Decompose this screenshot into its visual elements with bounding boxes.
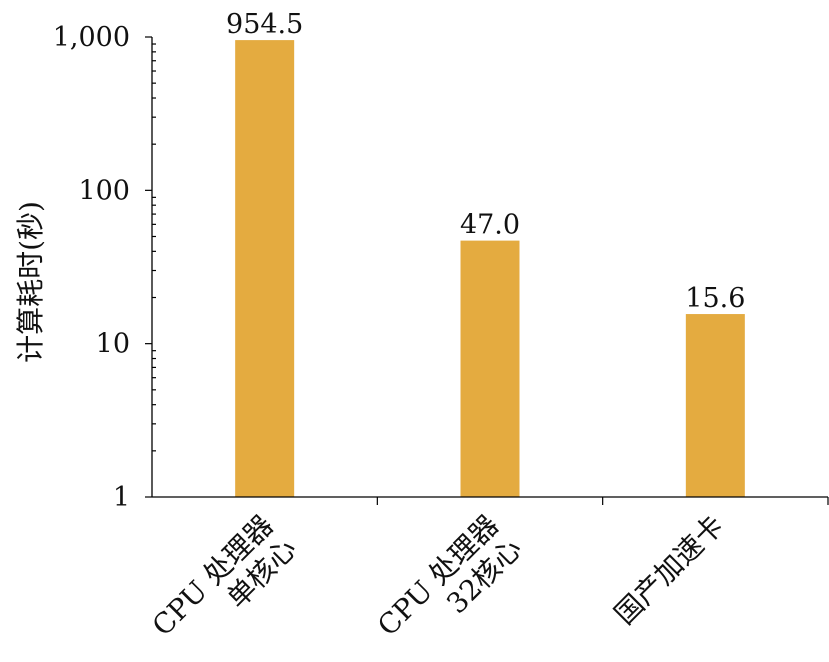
bar-value-label: 15.6 <box>685 283 745 314</box>
y-tick-label: 1,000 <box>53 22 130 53</box>
y-tick-label: 10 <box>96 329 130 360</box>
value-labels: 954.5 47.0 15.6 <box>226 9 745 314</box>
y-major-ticks: 1 10 100 1,000 <box>53 22 152 513</box>
x-category-label-line: 国产加速卡 <box>608 509 730 631</box>
x-category-label: CPU 处理器32核心 <box>371 509 528 662</box>
y-tick-label: 1 <box>113 482 130 513</box>
bar-value-label: 47.0 <box>460 210 520 241</box>
bars <box>235 40 745 498</box>
bar <box>235 40 295 498</box>
bar <box>460 240 520 497</box>
x-category-label: CPU 处理器单核心 <box>146 509 303 662</box>
y-axis-title: 计算耗时(秒) <box>14 201 47 363</box>
y-tick-label: 100 <box>78 175 130 206</box>
x-category-labels: CPU 处理器单核心 CPU 处理器32核心 国产加速卡 <box>146 509 731 662</box>
x-category-ticks <box>376 497 829 505</box>
x-category-label: 国产加速卡 <box>608 509 730 631</box>
bar <box>685 314 745 497</box>
bar-value-label: 954.5 <box>226 9 303 40</box>
y-minor-ticks <box>152 43 156 452</box>
